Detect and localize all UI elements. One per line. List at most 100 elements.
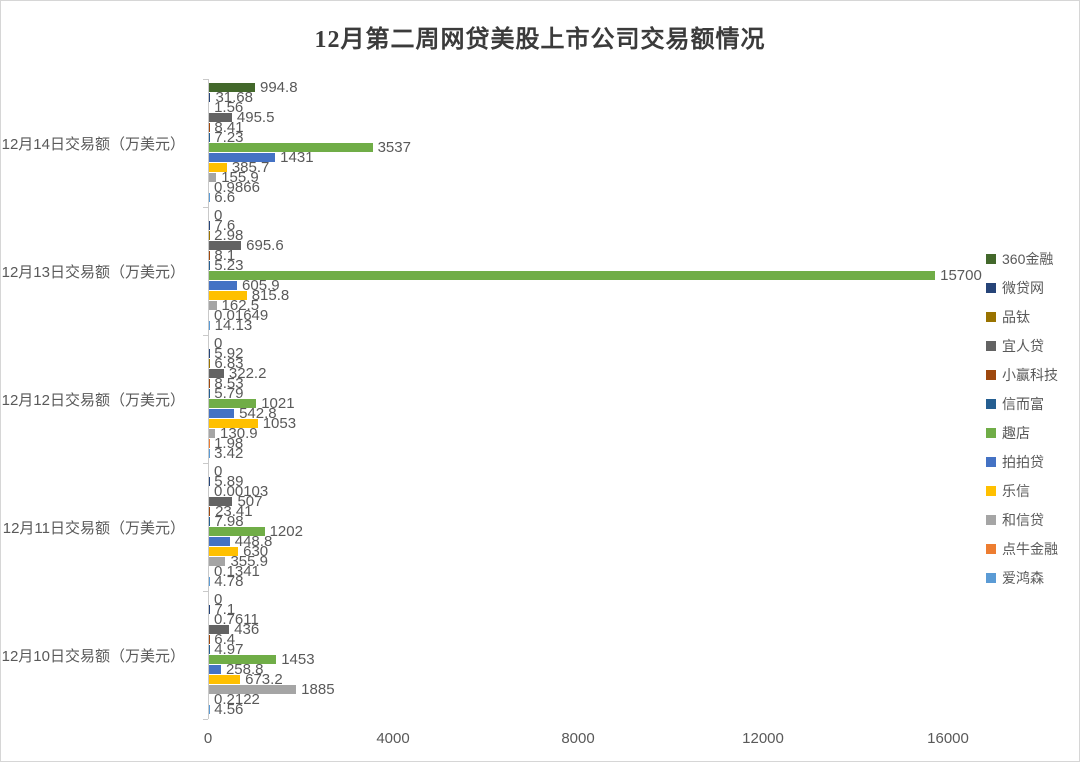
legend-swatch-icon bbox=[986, 253, 996, 264]
bar-row: 0 bbox=[209, 592, 969, 607]
bar-row: 385.7 bbox=[209, 160, 969, 175]
chart-title: 12月第二周网贷美股上市公司交易额情况 bbox=[314, 27, 766, 53]
bar-value-label: 1021 bbox=[261, 395, 295, 412]
bar-value-label: 4.97 bbox=[214, 641, 244, 658]
bar-row: 1431 bbox=[209, 149, 969, 166]
category-label: 12月12日交易额（万美元） bbox=[1, 391, 185, 409]
bar-value-label: 0.1341 bbox=[214, 563, 260, 580]
bar-series-3 bbox=[209, 625, 230, 634]
legend-swatch-icon bbox=[986, 340, 996, 351]
bar-row: 630 bbox=[209, 543, 969, 560]
bar-row: 5.23 bbox=[209, 258, 969, 273]
bar-row: 130.9 bbox=[209, 426, 969, 441]
legend-label: 爱鸿森 bbox=[1002, 569, 1044, 586]
bar-value-label: 0 bbox=[214, 207, 223, 224]
bar-series-6 bbox=[209, 271, 936, 280]
bar-value-label: 436 bbox=[234, 621, 260, 638]
bar-series-1 bbox=[209, 93, 211, 102]
bar-row: 4.97 bbox=[209, 641, 969, 658]
bar-value-label: 31.68 bbox=[215, 89, 253, 106]
bar-row: 507 bbox=[209, 494, 969, 509]
bar-value-label: 6.6 bbox=[214, 189, 236, 206]
bar-row: 5.89 bbox=[209, 474, 969, 489]
bar-series-3 bbox=[209, 369, 224, 378]
bar-value-label: 3.42 bbox=[214, 445, 244, 462]
category-label: 12月14日交易额（万美元） bbox=[1, 135, 185, 153]
bar-value-label: 1453 bbox=[281, 651, 315, 668]
bar-row: 2.98 bbox=[209, 228, 969, 243]
bar-row: 4.78 bbox=[209, 573, 969, 590]
legend-swatch-icon bbox=[986, 311, 996, 322]
bar-value-label: 673.2 bbox=[245, 671, 283, 688]
legend-label: 点牛金融 bbox=[1002, 540, 1058, 557]
bar-row: 258.8 bbox=[209, 661, 969, 678]
bar-value-label: 1053 bbox=[262, 415, 297, 432]
bar-row: 5.92 bbox=[209, 346, 969, 361]
bar-row: 0.00103 bbox=[209, 484, 969, 499]
legend-label: 360金融 bbox=[1002, 250, 1054, 267]
bar-row: 495.5 bbox=[209, 109, 969, 126]
x-axis-tick-label: 4000 bbox=[376, 730, 410, 747]
bar-value-label: 448.8 bbox=[234, 533, 273, 550]
bar-value-label: 14.13 bbox=[214, 317, 253, 334]
bar-value-label: 542.8 bbox=[239, 405, 277, 422]
bar-value-label: 15700 bbox=[940, 267, 982, 284]
y-axis-tickmark bbox=[203, 335, 208, 336]
bar-row: 7.23 bbox=[209, 130, 969, 145]
bar-series-9 bbox=[209, 429, 216, 438]
legend-label: 信而富 bbox=[1002, 395, 1044, 412]
bar-value-label: 0.2122 bbox=[214, 691, 260, 708]
bar-row: 355.9 bbox=[209, 554, 969, 569]
legend-item: 微贷网 bbox=[986, 273, 1058, 302]
legend-label: 品钛 bbox=[1002, 308, 1030, 325]
bar-row: 0 bbox=[209, 207, 969, 224]
bar-series-7 bbox=[209, 665, 221, 674]
bar-row: 7.1 bbox=[209, 602, 969, 617]
bar-row: 0.01649 bbox=[209, 308, 969, 323]
bar-series-9 bbox=[209, 685, 297, 694]
legend-item: 乐信 bbox=[986, 476, 1058, 505]
bar-value-label: 5.79 bbox=[214, 385, 244, 402]
legend-swatch-icon bbox=[986, 369, 996, 380]
bar-value-label: 8.41 bbox=[214, 119, 244, 136]
bar-group: 0 5.92 6.83 322.2 8.53 5.79 1021 542.8 1053 130.9… bbox=[209, 335, 969, 463]
bar-value-label: 4.78 bbox=[214, 573, 244, 590]
legend-item: 拍拍贷 bbox=[986, 447, 1058, 476]
bar-series-6 bbox=[209, 655, 277, 664]
bar-row: 436 bbox=[209, 621, 969, 638]
legend-item: 信而富 bbox=[986, 389, 1058, 418]
bar-value-label: 630 bbox=[243, 543, 269, 560]
bar-value-label: 495.5 bbox=[236, 109, 275, 126]
legend-label: 和信贷 bbox=[1002, 511, 1044, 528]
bar-row: 1.56 bbox=[209, 99, 969, 116]
bar-group: 0 7.1 0.7611 436 6.4 4.97 1453 258.8 673.2 1885 0.… bbox=[209, 591, 969, 719]
legend-label: 拍拍贷 bbox=[1002, 453, 1044, 470]
legend-label: 小赢科技 bbox=[1002, 366, 1058, 383]
bar-value-label: 1431 bbox=[280, 149, 314, 166]
bar-value-label: 695.6 bbox=[246, 237, 284, 254]
bar-row: 7.6 bbox=[209, 218, 969, 233]
bar-row: 448.8 bbox=[209, 533, 969, 550]
y-axis-tickmark bbox=[203, 207, 208, 208]
bar-row: 994.8 bbox=[209, 80, 969, 95]
bar-row: 542.8 bbox=[209, 405, 969, 422]
bar-series-7 bbox=[209, 153, 276, 162]
bar-value-label: 0 bbox=[214, 463, 223, 480]
bar-group: 994.8 31.68 1.56 495.5 8.41 7.23 3537 1431 385.7… bbox=[209, 79, 969, 207]
bar-series-11 bbox=[209, 321, 210, 330]
bar-row: 815.8 bbox=[209, 288, 969, 303]
legend-label: 微贷网 bbox=[1002, 279, 1044, 296]
bar-value-label: 0 bbox=[214, 335, 223, 352]
category-label: 12月10日交易额（万美元） bbox=[1, 647, 185, 665]
bar-row: 0.9866 bbox=[209, 180, 969, 195]
legend-item: 品钛 bbox=[986, 302, 1058, 331]
x-axis-tick-label: 12000 bbox=[742, 730, 784, 747]
bar-value-label: 1.56 bbox=[214, 99, 244, 116]
legend-item: 360金融 bbox=[986, 244, 1058, 273]
x-axis: 0 4000 8000 12000 16000 bbox=[204, 730, 969, 752]
bar-series-3 bbox=[209, 241, 242, 250]
legend-item: 小赢科技 bbox=[986, 360, 1058, 389]
bar-value-label: 258.8 bbox=[225, 661, 264, 678]
bar-row: 6.83 bbox=[209, 356, 969, 371]
